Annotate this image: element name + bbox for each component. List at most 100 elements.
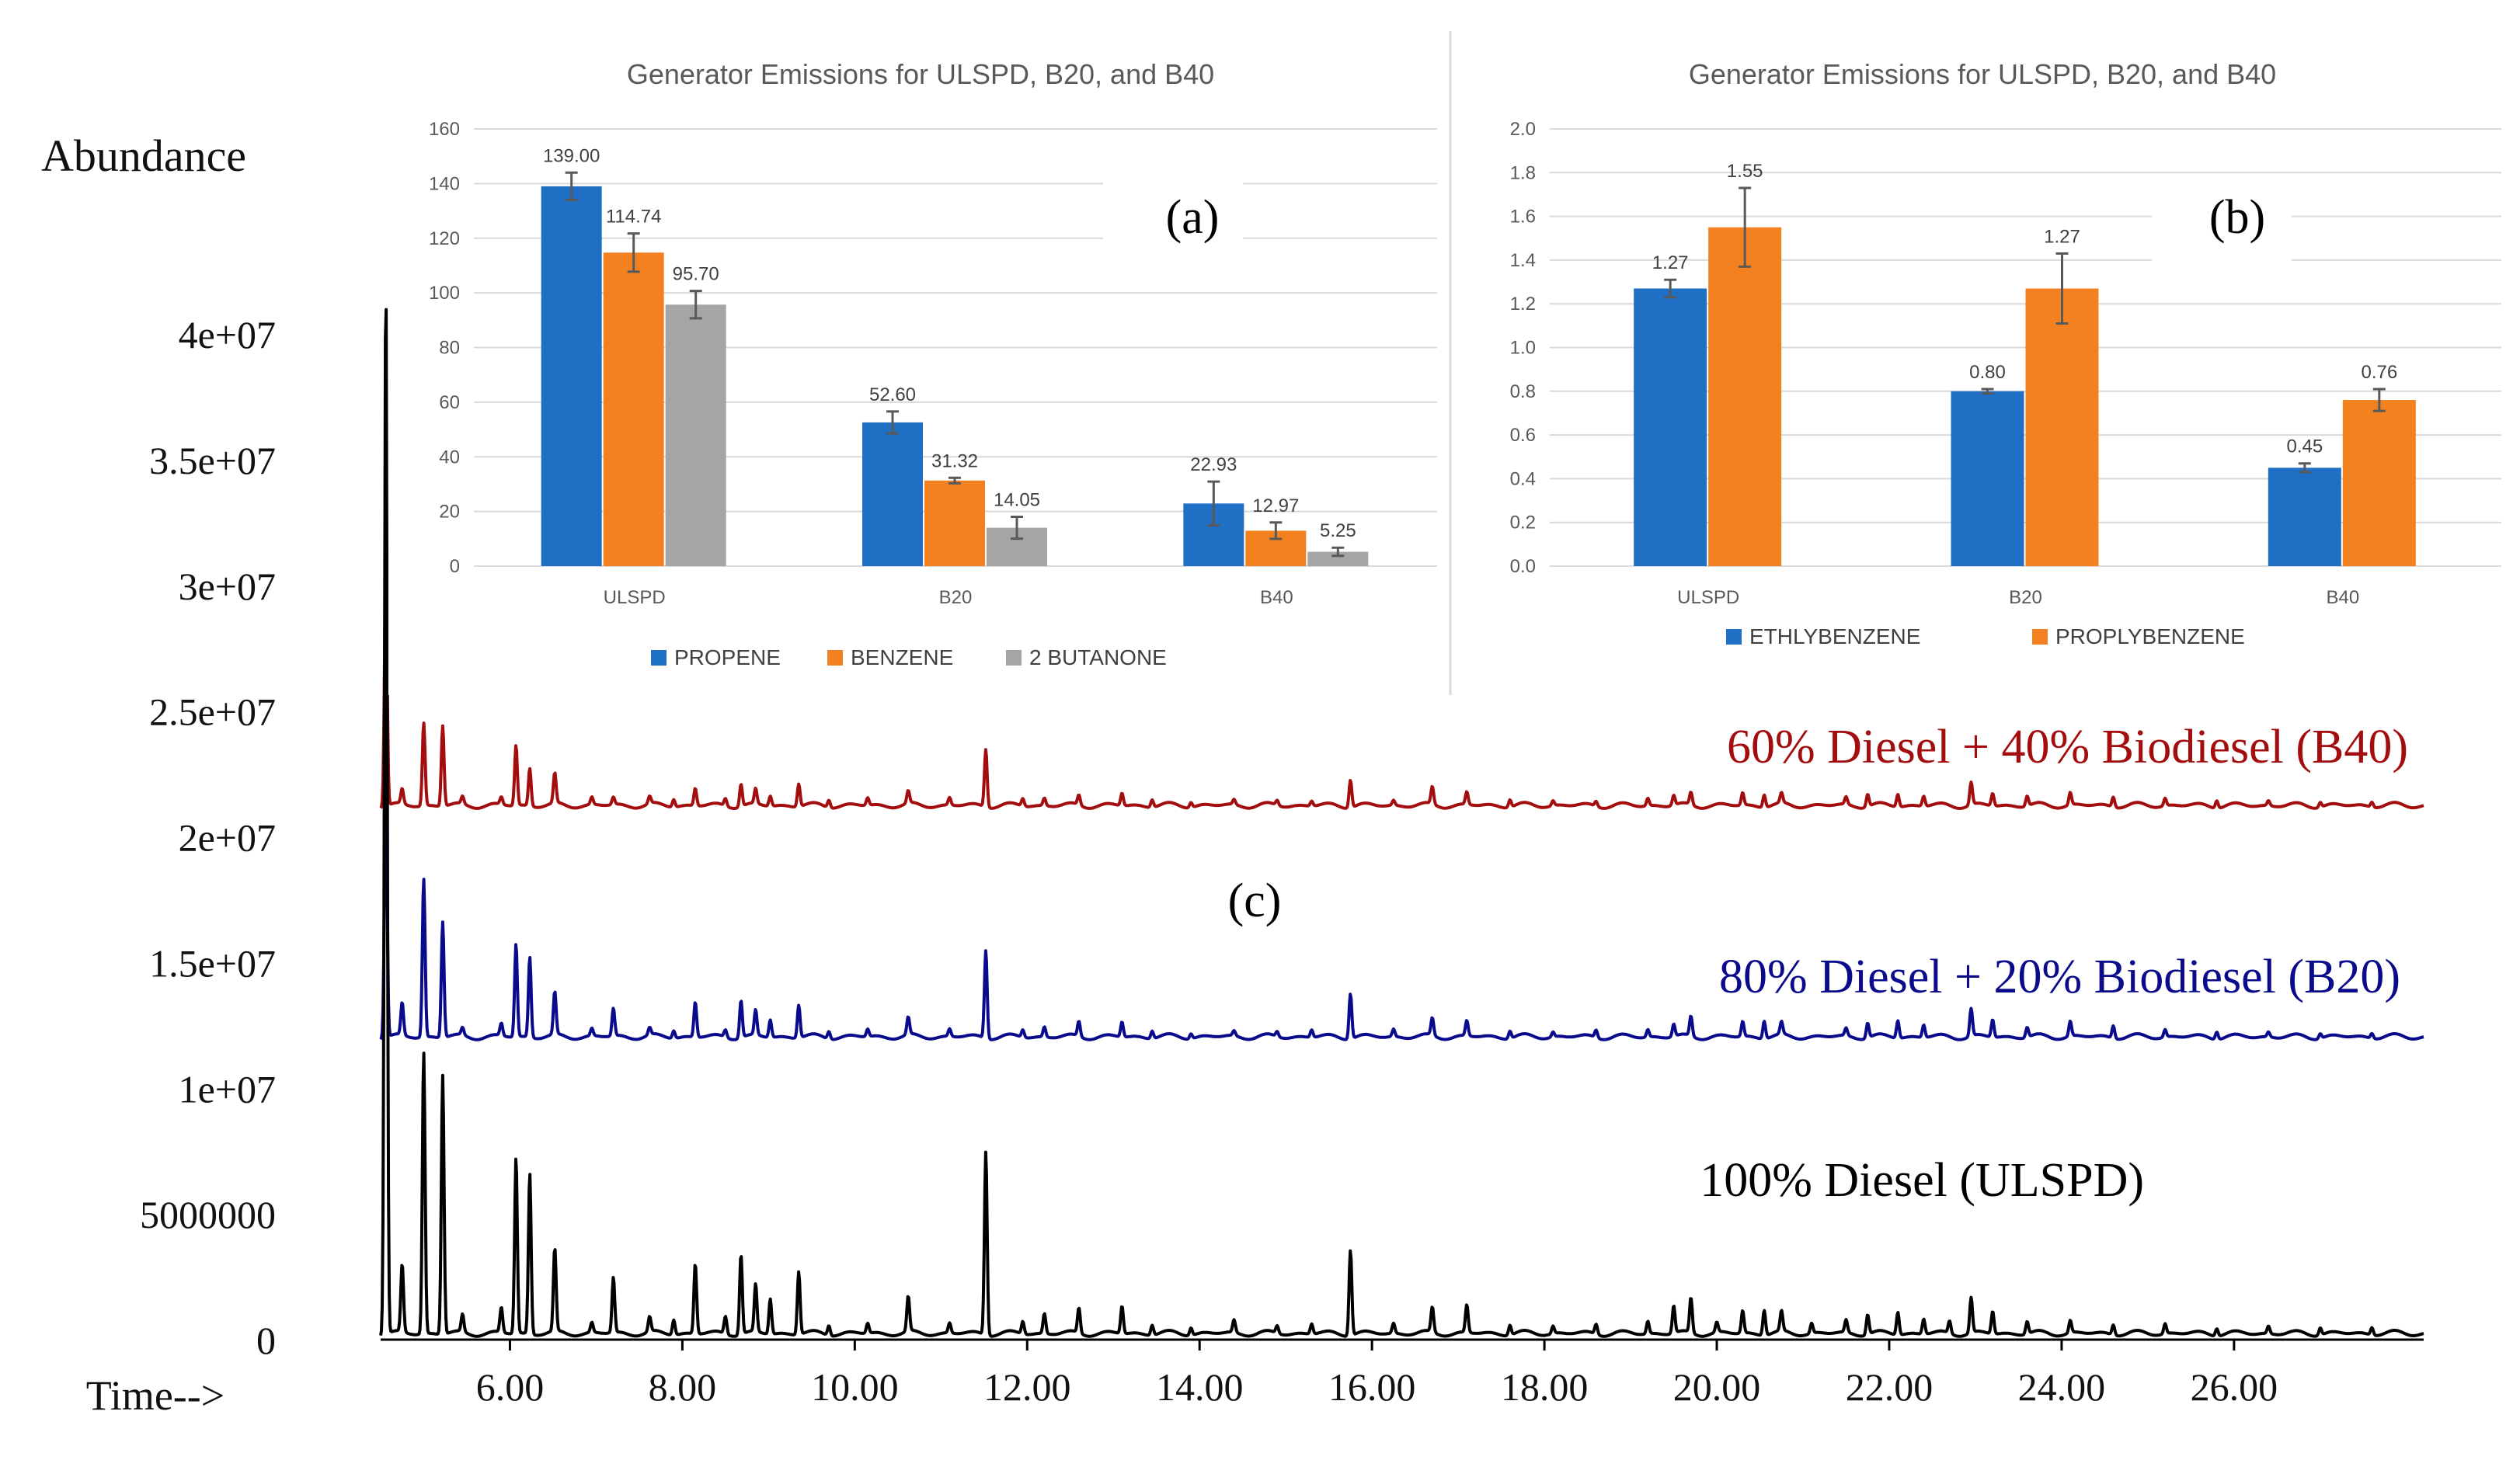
data-label: 0.45 bbox=[2286, 436, 2323, 457]
chromatogram-x-tick-label: 16.00 bbox=[1328, 1365, 1416, 1409]
y-tick-label: 2.0 bbox=[1510, 119, 1536, 140]
panel-a-y-ticks: 0 20 40 60 80 100 120 140 160 bbox=[429, 119, 460, 577]
legend-label: PROPENE bbox=[674, 645, 781, 669]
bar-propene bbox=[541, 186, 602, 567]
data-label: 0.80 bbox=[1969, 362, 2006, 383]
chromatogram-y-tick-label: 2e+07 bbox=[179, 816, 276, 860]
chromatogram-x-tick-label: 22.00 bbox=[1846, 1365, 1934, 1409]
legend-label: 2 BUTANONE bbox=[1029, 645, 1167, 669]
chromatogram-x-ticks: 6.00 8.00 10.00 12.00 14.00 16.00 18.00 20.00 22… bbox=[476, 1340, 2278, 1409]
chromatogram-y-tick-label: 4e+07 bbox=[179, 313, 276, 356]
error-bar bbox=[2055, 252, 2069, 325]
error-bar bbox=[565, 171, 578, 201]
chromatogram-y-tick-label: 0 bbox=[256, 1319, 276, 1362]
x-tick-label: B40 bbox=[2326, 587, 2359, 608]
legend-label: PROPLYBENZENE bbox=[2055, 624, 2245, 648]
panel-a-title: Generator Emissions for ULSPD, B20, and … bbox=[627, 58, 1214, 90]
data-label: 139.00 bbox=[543, 145, 600, 166]
legend-label: BENZENE bbox=[851, 645, 953, 669]
y-tick-label: 120 bbox=[429, 228, 460, 249]
y-tick-label: 40 bbox=[439, 447, 460, 468]
y-tick-label: 1.4 bbox=[1510, 250, 1536, 271]
error-bar bbox=[627, 232, 640, 273]
legend-label: ETHLYBENZENE bbox=[1749, 624, 1920, 648]
panel-b-label-backdrop bbox=[2152, 175, 2292, 299]
legend-swatch bbox=[2032, 629, 2048, 645]
error-bar bbox=[2372, 388, 2386, 412]
trace-b40 bbox=[379, 578, 2424, 810]
error-bar bbox=[1269, 521, 1283, 541]
data-label: 31.32 bbox=[931, 450, 978, 471]
chromatogram-x-tick-label: 24.00 bbox=[2018, 1365, 2106, 1409]
y-tick-label: 160 bbox=[429, 119, 460, 140]
error-bar bbox=[1664, 278, 1677, 299]
error-bar bbox=[886, 410, 899, 435]
bar-propene bbox=[862, 422, 923, 566]
chromatogram-x-tick-label: 6.00 bbox=[476, 1365, 545, 1409]
b40-trace-label: 60% Diesel + 40% Biodiesel (B40) bbox=[1727, 721, 2408, 773]
error-bar bbox=[1207, 480, 1220, 527]
x-tick-label: ULSPD bbox=[604, 587, 666, 608]
bar-ethlybenzene bbox=[2268, 468, 2341, 566]
legend-swatch bbox=[1006, 650, 1022, 666]
chromatogram-x-tick-label: 8.00 bbox=[649, 1365, 717, 1409]
panel-b-bar-chart: Generator Emissions for ULSPD, B20, and … bbox=[1449, 31, 2517, 695]
chromatogram-x-axis-title: Time--> bbox=[86, 1372, 225, 1419]
trace-b20 bbox=[379, 787, 2424, 1041]
data-label: 0.76 bbox=[2361, 362, 2397, 383]
y-tick-label: 80 bbox=[439, 338, 460, 359]
chromatogram-panel: Abundance Time--> 0 5000000 1e+07 1.5e+07 2e… bbox=[41, 130, 2424, 1419]
y-tick-label: 0.2 bbox=[1510, 513, 1536, 534]
bar-benzene bbox=[924, 480, 985, 566]
data-label: 1.27 bbox=[2044, 226, 2080, 247]
panel-b-y-ticks: 0.0 0.2 0.4 0.6 0.8 1.0 1.2 1.4 1.6 1.8 2.0 bbox=[1510, 119, 1536, 577]
chromatogram-x-tick-label: 18.00 bbox=[1501, 1365, 1589, 1409]
data-label: 14.05 bbox=[994, 489, 1040, 510]
bar-2-butanone bbox=[1307, 551, 1369, 566]
chromatogram-y-tick-label: 3e+07 bbox=[179, 565, 276, 608]
y-tick-label: 0.4 bbox=[1510, 468, 1536, 489]
chromatogram-x-tick-label: 20.00 bbox=[1673, 1365, 1761, 1409]
panel-b-title: Generator Emissions for ULSPD, B20, and … bbox=[1689, 58, 2276, 90]
chromatogram-x-tick-label: 10.00 bbox=[811, 1365, 899, 1409]
panel-a-bar-chart: Generator Emissions for ULSPD, B20, and … bbox=[388, 31, 1453, 695]
panel-label-c: (c) bbox=[1228, 874, 1282, 927]
error-bar bbox=[689, 290, 702, 320]
chromatogram-y-axis-title: Abundance bbox=[41, 130, 246, 181]
chromatogram-y-tick-label: 5000000 bbox=[140, 1193, 276, 1236]
chromatogram-x-tick-label: 14.00 bbox=[1156, 1365, 1244, 1409]
panel-b-bars: 1.27 1.55 0.80 1.27 0.45 0.76 bbox=[1634, 161, 2416, 566]
panel-b-background bbox=[1453, 31, 2517, 695]
x-tick-label: B20 bbox=[939, 587, 973, 608]
data-label: 95.70 bbox=[673, 264, 719, 285]
error-bar bbox=[1981, 388, 1994, 395]
data-label: 1.27 bbox=[1652, 252, 1689, 273]
panel-b-x-ticks: ULSPD B20 B40 bbox=[1677, 587, 2359, 608]
panel-b-legend: ETHLYBENZENE PROPLYBENZENE bbox=[1726, 624, 2245, 648]
legend-swatch bbox=[651, 650, 667, 666]
legend-swatch bbox=[827, 650, 843, 666]
panel-a-bars: 139.00 114.74 95.70 52.60 31.32 14.05 22.93 12.… bbox=[541, 145, 1369, 567]
bar-proplybenzene bbox=[2342, 400, 2416, 566]
chromatogram-y-ticks: 0 5000000 1e+07 1.5e+07 2e+07 2.5e+07 3e+07 3.5… bbox=[140, 313, 276, 1362]
data-label: 22.93 bbox=[1190, 454, 1237, 475]
error-bar bbox=[1011, 515, 1023, 541]
chromatogram-y-tick-label: 3.5e+07 bbox=[149, 439, 276, 482]
panel-a-x-ticks: ULSPD B20 B40 bbox=[604, 587, 1293, 608]
data-label: 12.97 bbox=[1252, 495, 1299, 516]
y-tick-label: 1.6 bbox=[1510, 207, 1536, 228]
b20-trace-label: 80% Diesel + 20% Biodiesel (B20) bbox=[1719, 951, 2400, 1003]
y-tick-label: 0.8 bbox=[1510, 381, 1536, 402]
y-tick-label: 0 bbox=[450, 556, 460, 577]
error-bar bbox=[1331, 546, 1345, 558]
chromatogram-y-tick-label: 1e+07 bbox=[179, 1067, 276, 1111]
bar-2-butanone bbox=[665, 304, 726, 566]
y-tick-label: 0.0 bbox=[1510, 556, 1536, 577]
panel-a-legend: PROPENE BENZENE 2 BUTANONE bbox=[651, 645, 1167, 669]
bar-proplybenzene bbox=[1708, 227, 1782, 566]
legend-swatch bbox=[1726, 629, 1742, 645]
error-bar bbox=[948, 476, 961, 485]
x-tick-label: B40 bbox=[1260, 587, 1293, 608]
data-label: 114.74 bbox=[606, 207, 662, 228]
